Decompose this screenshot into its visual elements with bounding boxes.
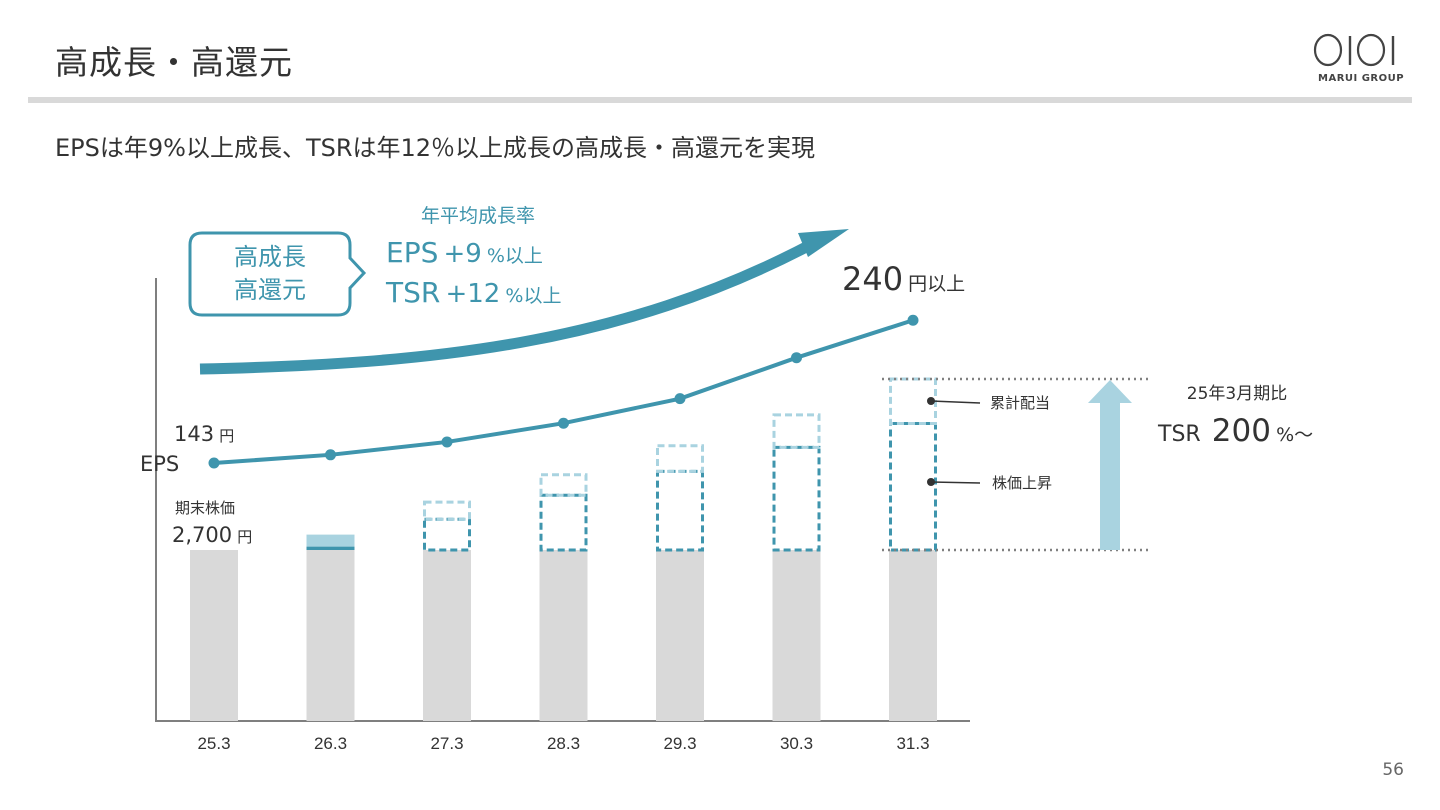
growth-tsr-suffix: %以上 [505,285,561,307]
bar-price-rise-27.3 [423,517,471,552]
x-tick-label-30.3: 30.3 [780,734,813,753]
x-tick-label-28.3: 28.3 [547,734,580,753]
bar-dividends-26.3 [306,534,355,547]
eps-point-30.3 [791,352,802,364]
bar-dividends-30.3 [772,413,821,449]
eps-end-label: 240 円以上 [842,260,965,298]
eps-point-28.3 [558,417,569,429]
eps-point-31.3 [907,314,919,326]
growth-tsr-value: +12 [445,279,500,309]
price-start-label: 2,700 円 [172,523,252,547]
tsr-bars [190,377,937,721]
bar-base-28.3 [539,550,588,721]
growth-tsr-line: TSR +12 %以上 [385,276,561,309]
bar-dividends-27.3 [423,500,471,521]
bar-dividends-29.3 [656,444,704,473]
eps-series-label: EPS [140,452,179,476]
tsr-summary-line: TSR 200 %～ [1157,413,1313,449]
price-start-value: 2,700 [172,523,232,547]
growth-eps-line: EPS +9 %以上 [386,236,543,269]
eps-line-series [208,314,919,469]
growth-heading: 年平均成長率 [421,205,535,227]
tsr-up-arrow-icon [1088,380,1132,550]
bar-price-rise-28.3 [539,493,588,552]
legend-dividends-label: 累計配当 [990,394,1050,412]
marui-logo-icon [1313,33,1395,67]
bar-dividends-28.3 [539,473,588,497]
title-divider [28,97,1412,103]
eps-line [213,318,914,465]
callout-line2: 高還元 [234,276,306,304]
page-title: 高成長・高還元 [55,43,293,82]
growth-eps-suffix: %以上 [487,245,543,267]
slide-subtitle: EPSは年9%以上成長、TSRは年12％以上成長の高成長・高還元を実現 [55,134,816,162]
bar-price-rise-30.3 [772,445,821,552]
bar-base-29.3 [656,550,704,721]
legend-dividends-leader [930,400,981,404]
growth-eps-value: +9 [443,239,481,269]
bar-base-26.3 [306,550,355,721]
callout-line1: 高成長 [234,243,306,271]
bar-base-25.3 [190,550,238,721]
bar-base-31.3 [889,550,937,721]
tsr-summary-label: TSR [1157,422,1201,447]
tsr-basis-label: 25年3月期比 [1187,384,1287,404]
bar-base-30.3 [772,550,821,721]
legend-price-rise-leader [930,481,981,484]
page-number: 56 [1382,760,1404,780]
growth-arrow-head [798,229,849,257]
logo-text: MARUI GROUP [1318,73,1405,84]
x-tick-label-27.3: 27.3 [430,734,463,753]
tsr-summary-suffix: %～ [1276,424,1313,446]
x-tick-label-25.3: 25.3 [197,734,230,753]
eps-end-suffix: 円以上 [908,273,965,295]
price-start-unit: 円 [237,528,252,546]
bar-base-27.3 [423,550,471,721]
eps-end-value: 240 [842,260,903,298]
eps-start-value: 143 [174,422,214,446]
bar-price-rise-26.3 [306,546,355,550]
eps-start-unit: 円 [219,427,234,445]
x-tick-label-31.3: 31.3 [896,734,929,753]
x-tick-label-26.3: 26.3 [314,734,347,753]
eps-start-label: 143 円 [174,422,234,446]
growth-tsr-label: TSR [385,276,440,309]
legend-price-rise-label: 株価上昇 [992,474,1052,492]
price-start-heading: 期末株価 [175,499,235,517]
bar-price-rise-31.3 [889,421,937,552]
eps-point-26.3 [325,449,336,461]
x-tick-label-29.3: 29.3 [663,734,696,753]
eps-point-25.3 [208,457,220,469]
growth-eps-label: EPS [386,236,438,269]
eps-point-29.3 [674,393,686,405]
bar-price-rise-29.3 [656,469,704,552]
callout-box [188,231,367,317]
eps-point-27.3 [441,436,453,448]
growth-arrow-shaft [199,239,815,375]
x-axis-labels: 25.3 26.3 27.3 28.3 29.3 30.3 31.3 [197,734,929,753]
tsr-summary-value: 200 [1212,413,1271,449]
